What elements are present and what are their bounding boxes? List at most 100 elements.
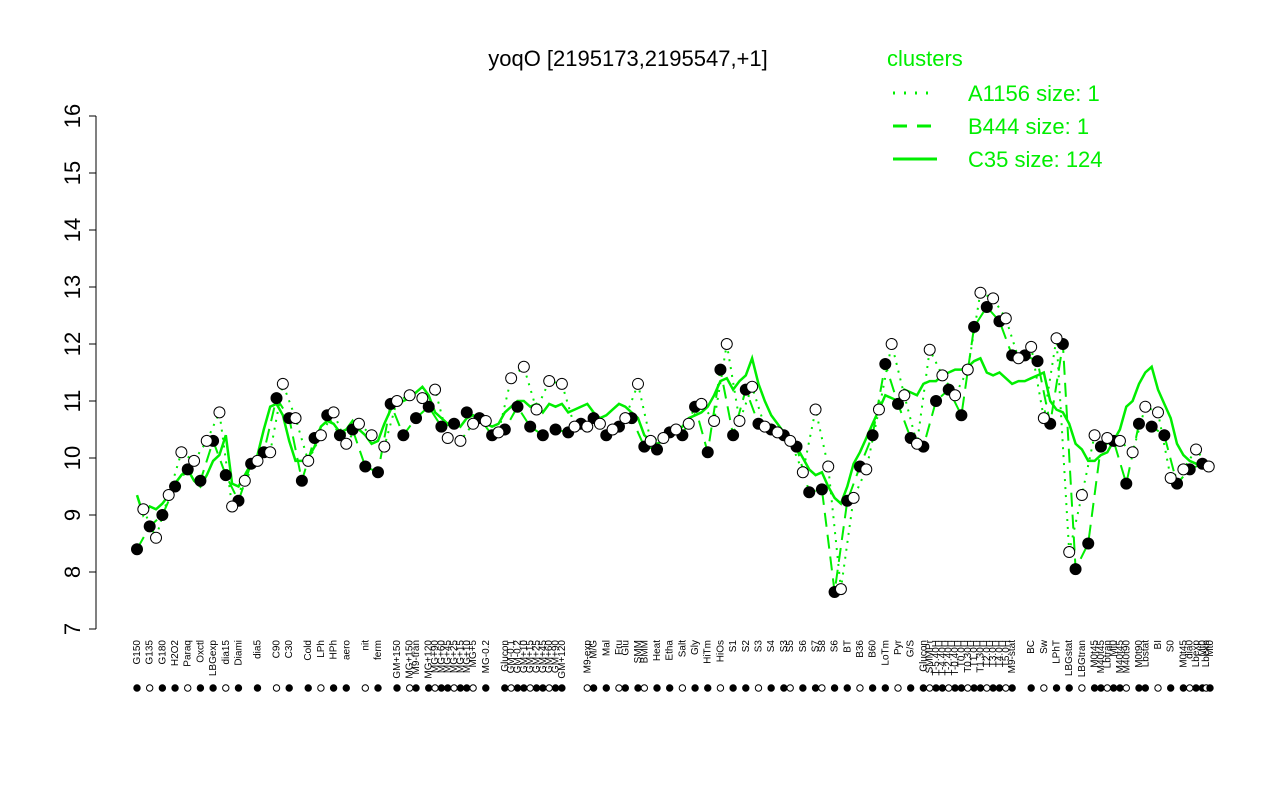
data-point-filled [156, 509, 169, 521]
x-tick-label: T0.30H [963, 640, 974, 673]
x-tick-label: Gly [690, 640, 701, 655]
data-point-open [543, 375, 556, 388]
x-tick-marker [1206, 684, 1214, 692]
data-point-filled [651, 443, 664, 456]
x-tick-label: Lbexp [1191, 640, 1202, 668]
x-tick-label: T-2.40H [944, 640, 955, 676]
x-tick-marker [754, 684, 763, 692]
x-tick-marker [704, 684, 712, 692]
x-tick-marker [1097, 684, 1105, 692]
data-point-open [530, 403, 543, 416]
x-tick-label: MG+60 [436, 640, 447, 674]
data-point-filled [270, 392, 283, 405]
data-point-filled [359, 460, 372, 473]
x-tick-marker [209, 684, 217, 692]
x-tick-label: HPh [329, 640, 340, 659]
x-tick-marker [964, 684, 972, 692]
data-point-open [746, 380, 759, 393]
x-tick-marker [431, 684, 439, 692]
x-tick-label: MG-0.2 [481, 640, 492, 674]
x-tick-label: M9-stat [1007, 640, 1018, 674]
x-tick-label: G180 [157, 640, 168, 665]
x-tick-marker [342, 684, 350, 692]
data-point-open [264, 446, 277, 459]
x-tick-marker [558, 684, 566, 692]
data-point-open [568, 420, 581, 433]
data-point-filled [169, 480, 182, 493]
data-point-open [517, 360, 530, 373]
x-tick-label: GM+150 [392, 640, 403, 679]
data-point-open [403, 389, 416, 402]
data-point-filled [727, 429, 740, 442]
x-tick-marker [621, 684, 630, 692]
x-tick-marker [520, 684, 528, 692]
x-tick-label: T-4.40H [937, 640, 948, 676]
x-tick-label: GM+60 [544, 640, 555, 674]
x-tick-marker [856, 684, 864, 692]
x-tick-label: C90 [272, 640, 283, 659]
data-point-open [416, 392, 429, 405]
x-tick-marker [501, 684, 509, 692]
x-tick-label: GM+45 [538, 640, 549, 674]
data-point-open [1012, 352, 1025, 365]
x-tick-marker [1116, 684, 1124, 692]
data-point-open [1151, 406, 1164, 419]
data-point-open [391, 395, 404, 407]
y-tick-label: 10 [60, 446, 85, 470]
data-point-filled [879, 357, 892, 370]
x-tick-marker [634, 684, 642, 692]
data-point-filled [536, 429, 549, 442]
x-tick-marker [425, 684, 433, 692]
x-tick-marker [1186, 684, 1194, 692]
x-tick-label: S6 [798, 640, 809, 653]
x-tick-label: GM-0.2 [512, 640, 523, 674]
y-tick-label: 13 [60, 275, 85, 299]
x-tick-marker [653, 684, 661, 692]
x-tick-label: Fru [614, 640, 625, 655]
data-point-filled [1094, 440, 1107, 453]
x-tick-marker [830, 684, 839, 692]
x-tick-label: T1.0H [969, 640, 980, 667]
y-tick-label: 8 [60, 566, 85, 578]
x-tick-label: T1.30H [975, 640, 986, 673]
x-tick-marker [589, 684, 598, 692]
data-point-filled [410, 412, 423, 425]
data-point-open [1139, 400, 1152, 413]
x-tick-marker [285, 684, 293, 692]
legend-label: B444 size: 1 [968, 114, 1089, 139]
x-tick-marker [716, 684, 725, 692]
x-tick-marker [1154, 684, 1162, 692]
data-point-filled [701, 446, 714, 459]
x-tick-label: T3.0H [988, 640, 999, 667]
data-point-open [340, 437, 353, 450]
x-tick-label: S8 [817, 640, 828, 653]
data-point-open [961, 363, 974, 376]
x-tick-marker [983, 684, 991, 692]
x-tick-label: dia0 [1185, 640, 1196, 659]
x-tick-label: S3 [779, 640, 790, 653]
data-point-filled [131, 543, 143, 556]
x-tick-marker [919, 684, 928, 692]
x-tick-marker [405, 684, 414, 692]
x-tick-label: LBGtran [1077, 640, 1088, 677]
x-tick-label: G135 [145, 640, 156, 665]
x-tick-label: G150 [132, 640, 143, 665]
data-point-filled [1158, 429, 1171, 442]
data-point-open [885, 338, 898, 350]
x-tick-marker [1103, 684, 1111, 692]
data-point-open [555, 377, 568, 390]
x-tick-marker [1166, 684, 1175, 692]
x-tick-marker [1109, 684, 1118, 692]
x-tick-label: Lbtran [1102, 640, 1113, 668]
x-tick-marker [742, 684, 750, 692]
data-point-open [441, 432, 454, 445]
data-point-filled [143, 520, 156, 533]
x-tick-marker [526, 684, 534, 692]
data-point-open [251, 454, 264, 467]
x-tick-label: B36 [855, 640, 866, 658]
x-tick-marker [1052, 684, 1061, 692]
x-tick-marker [1090, 684, 1099, 692]
data-point-open [137, 503, 150, 516]
data-point-open [429, 383, 442, 396]
x-tick-marker [482, 684, 490, 692]
